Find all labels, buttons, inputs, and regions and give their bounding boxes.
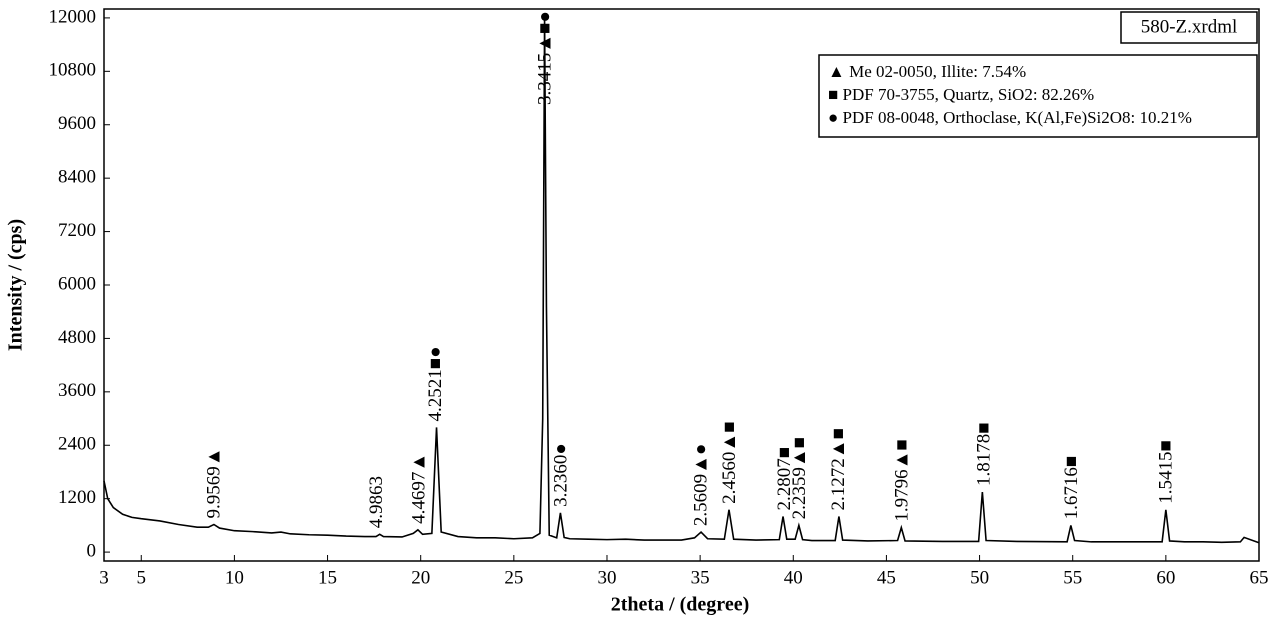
x-tick-label: 20: [411, 567, 430, 588]
peak-label: 4.4697▲: [408, 453, 429, 524]
y-tick-label: 6000: [58, 273, 96, 294]
x-tick-label: 10: [225, 567, 244, 588]
file-label-box: [1120, 11, 1258, 44]
y-tick-label: 7200: [58, 220, 96, 241]
x-tick-label: 15: [318, 567, 337, 588]
legend-entry: ● PDF 08-0048, Orthoclase, K(Al,Fe)Si2O8…: [828, 108, 1192, 127]
peak-label: 2.5609▲●: [690, 444, 711, 527]
x-tick-label: 65: [1250, 567, 1269, 588]
peak-label: 9.9569▲: [203, 447, 224, 518]
x-tick-label: 50: [970, 567, 989, 588]
x-tick-label: 60: [1156, 567, 1175, 588]
y-axis-title: Intensity / (cps): [5, 219, 27, 351]
y-tick-label: 3600: [58, 380, 96, 401]
legend-box: [818, 54, 1258, 138]
x-tick-label: 35: [691, 567, 710, 588]
y-tick-label: 10800: [49, 60, 97, 81]
x-tick-label: 25: [504, 567, 523, 588]
peak-label: 1.6716■: [1061, 456, 1082, 520]
peak-label: 1.8178■: [974, 422, 995, 486]
peak-label: 2.1272▲■: [828, 428, 849, 511]
peak-label: 2.2359▲■: [789, 437, 810, 520]
x-tick-label: 45: [877, 567, 896, 588]
pattern-line: [103, 17, 1260, 544]
peak-label: 1.9796▲■: [892, 439, 913, 522]
y-tick-label: 8400: [58, 167, 96, 188]
y-tick-label: 12000: [49, 6, 97, 27]
x-tick-label: 5: [137, 567, 147, 588]
x-tick-label: 55: [1063, 567, 1082, 588]
y-tick-label: 9600: [58, 113, 96, 134]
peak-label: 2.4560▲■: [719, 421, 740, 504]
legend-entry: ■ PDF 70-3755, Quartz, SiO2: 82.26%: [828, 85, 1094, 104]
file-label: 580-Z.xrdml: [1141, 16, 1238, 37]
x-tick-label: 3: [99, 567, 109, 588]
x-axis-title: 2theta / (degree): [611, 594, 749, 616]
peak-label: 3.2360●: [551, 443, 572, 507]
peak-label: 1.5415■: [1155, 440, 1176, 504]
peak-label: 2.2807■: [774, 447, 795, 511]
legend-entry: ▲ Me 02-0050, Illite: 7.54%: [828, 62, 1026, 81]
peak-label: 4.2521■●: [425, 346, 446, 421]
peak-label: 3.3415▲■●: [534, 11, 555, 105]
x-tick-label: 40: [784, 567, 803, 588]
y-tick-label: 1200: [58, 487, 96, 508]
x-tick-label: 30: [597, 567, 616, 588]
peak-label: 4.9863: [366, 476, 387, 528]
y-tick-label: 4800: [58, 327, 96, 348]
y-tick-label: 2400: [58, 434, 96, 455]
y-tick-label: 0: [87, 540, 97, 561]
